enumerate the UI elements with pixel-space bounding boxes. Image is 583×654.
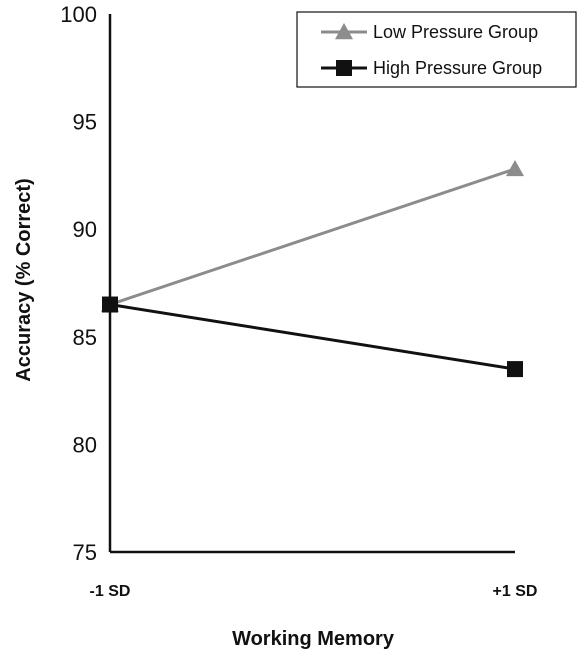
x-axis-ticks: -1 SD +1 SD (90, 583, 538, 600)
legend-label: High Pressure Group (373, 58, 542, 78)
series-line (109, 303, 516, 371)
legend-item: High Pressure Group (321, 58, 542, 78)
y-tick-label: 75 (73, 540, 97, 565)
legend-label: Low Pressure Group (373, 22, 538, 42)
legend: Low Pressure Group High Pressure Group (296, 11, 577, 88)
series-line (109, 167, 516, 306)
data-point-square (507, 361, 523, 378)
series-low-pressure (101, 159, 524, 312)
y-tick-label: 85 (73, 325, 97, 350)
series-layer (101, 159, 524, 378)
x-tick-label: -1 SD (90, 583, 131, 600)
legend-marker-triangle (335, 23, 353, 40)
y-tick-label: 95 (73, 110, 97, 135)
data-point-triangle (506, 159, 524, 177)
x-axis-title: Working Memory (232, 628, 395, 650)
y-axis-ticks: 75 80 85 90 95 100 (60, 2, 97, 565)
legend-marker-square (336, 60, 352, 76)
series-high-pressure (102, 296, 523, 378)
y-tick-label: 100 (60, 2, 97, 27)
legend-item: Low Pressure Group (321, 22, 538, 42)
y-tick-label: 80 (73, 432, 97, 457)
x-tick-label: +1 SD (493, 583, 538, 600)
y-tick-label: 90 (73, 217, 97, 242)
y-axis-title: Accuracy (% Correct) (13, 178, 35, 381)
